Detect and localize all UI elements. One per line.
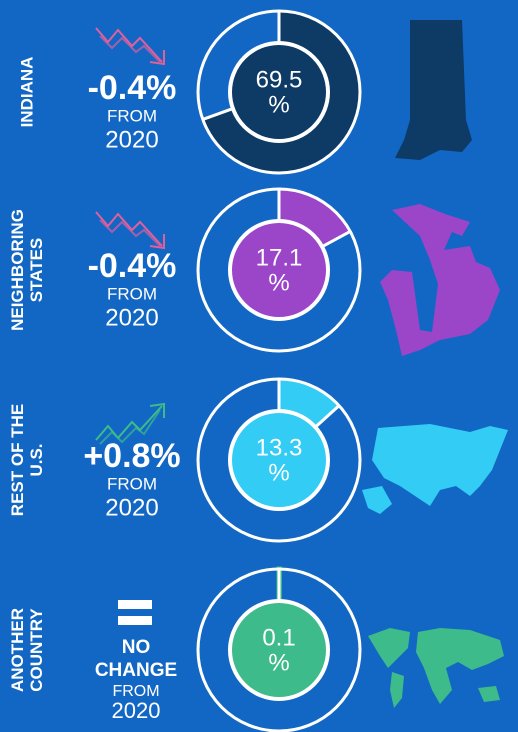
row-title: NEIGHBORING: [8, 209, 27, 331]
value-label: 17.1: [256, 244, 303, 271]
value-unit: %: [268, 649, 289, 676]
donut-segment: [279, 379, 340, 428]
value-label: 0.1: [262, 624, 295, 651]
donut-center: [228, 409, 330, 511]
value-unit: %: [268, 269, 289, 296]
change-value: NO: [122, 637, 151, 658]
change-value: CHANGE: [95, 660, 177, 681]
change-value: +0.8%: [83, 437, 180, 475]
donut-center: [228, 599, 330, 701]
donut-center: [228, 41, 330, 143]
up-arrow-icon: [95, 402, 165, 445]
donut-segment: [279, 189, 351, 247]
row-title: COUNTRY: [27, 608, 46, 692]
change-note: FROM: [107, 106, 157, 125]
change-value: -0.4%: [88, 69, 177, 107]
change-note: 2020: [105, 494, 158, 521]
value-label: 13.3: [256, 434, 303, 461]
donut-divider: [314, 404, 341, 429]
row-title: STATES: [27, 238, 46, 303]
change-note: FROM: [107, 474, 157, 493]
change-value: -0.4%: [88, 247, 177, 285]
row-title: ANOTHER: [8, 608, 27, 692]
value-unit: %: [268, 459, 289, 486]
row-title: INDIANA: [17, 57, 36, 128]
change-note: 2020: [112, 698, 161, 723]
down-arrow-icon: [95, 27, 165, 66]
change-note: 2020: [105, 126, 158, 153]
donut-center: [228, 219, 330, 321]
donut-divider: [321, 230, 351, 248]
down-arrow-icon: [95, 211, 165, 250]
equals-icon: [118, 600, 152, 625]
donut-segment: [202, 11, 360, 174]
value-label: 69.5: [256, 66, 303, 93]
row-title: U.S.: [27, 443, 46, 476]
change-note: FROM: [107, 284, 157, 303]
neighbors-map: [380, 204, 500, 356]
indiana-map: [395, 20, 472, 160]
world-map: [368, 628, 504, 708]
change-note: FROM: [112, 683, 159, 700]
donut-divider: [202, 107, 234, 121]
us-map: [362, 424, 508, 514]
value-unit: %: [268, 91, 289, 118]
change-note: 2020: [105, 304, 158, 331]
row-title: REST OF THE: [8, 404, 27, 516]
